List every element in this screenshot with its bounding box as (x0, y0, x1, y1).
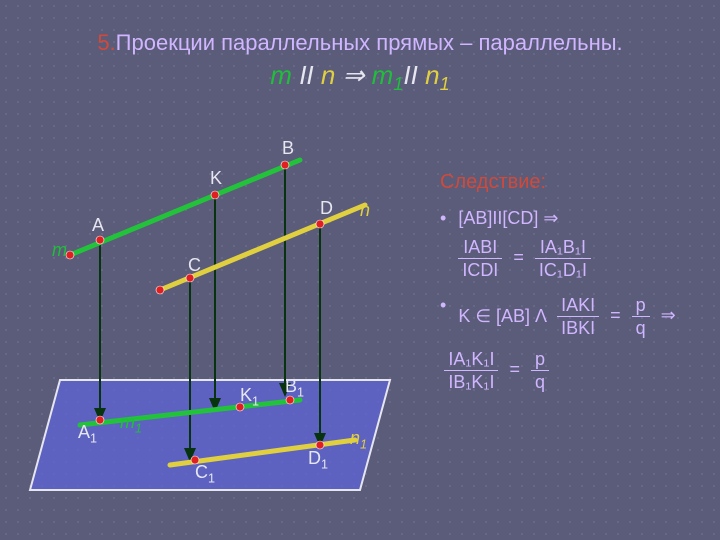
c2-eq: = (610, 305, 621, 325)
consequence-1: • [AB]II[CD] ⇒ IABI ICDI = IA₁B₁I IC₁D₁I (440, 207, 710, 282)
label-B1: B1 (285, 376, 304, 400)
c3-fracR: p q (531, 348, 549, 394)
c2-arrow: ⇒ (661, 305, 676, 325)
c2-pre: K ∈ [AB] Λ (458, 305, 546, 325)
label-D1: D1 (308, 448, 328, 472)
label-n: n (360, 200, 370, 221)
label-m: m (52, 240, 67, 261)
label-D: D (320, 198, 333, 219)
label-m1: m1 (120, 412, 142, 436)
label-C1: C1 (195, 462, 215, 486)
bullet-icon: • (440, 207, 446, 229)
consequence-head: Следствие: (440, 170, 710, 195)
c3-eq: = (510, 359, 521, 379)
consequence-2: • K ∈ [AB] Λ IAKI IBKI = p q ⇒ IA₁K₁I IB… (440, 294, 710, 394)
label-K: K (210, 168, 222, 189)
label-B: B (282, 138, 294, 159)
consequence-block: Следствие: • [AB]II[CD] ⇒ IABI ICDI = IA… (440, 170, 710, 394)
label-A1: A1 (78, 422, 97, 446)
label-K1: K1 (240, 385, 259, 409)
c2-fracL: IAKI IBKI (557, 294, 599, 340)
label-C: C (188, 255, 201, 276)
c1-eq: = (513, 247, 524, 267)
c1-fracL: IABI ICDI (458, 236, 502, 282)
label-n1: n1 (350, 428, 367, 452)
bullet-icon: • (440, 294, 446, 316)
c1-pre: [AB]II[CD] ⇒ (458, 207, 591, 230)
c2-fracR: p q (632, 294, 650, 340)
c1-fracR: IA₁B₁I IC₁D₁I (535, 236, 591, 282)
label-A: A (92, 215, 104, 236)
c3-fracL: IA₁K₁I IB₁K₁I (444, 348, 498, 394)
